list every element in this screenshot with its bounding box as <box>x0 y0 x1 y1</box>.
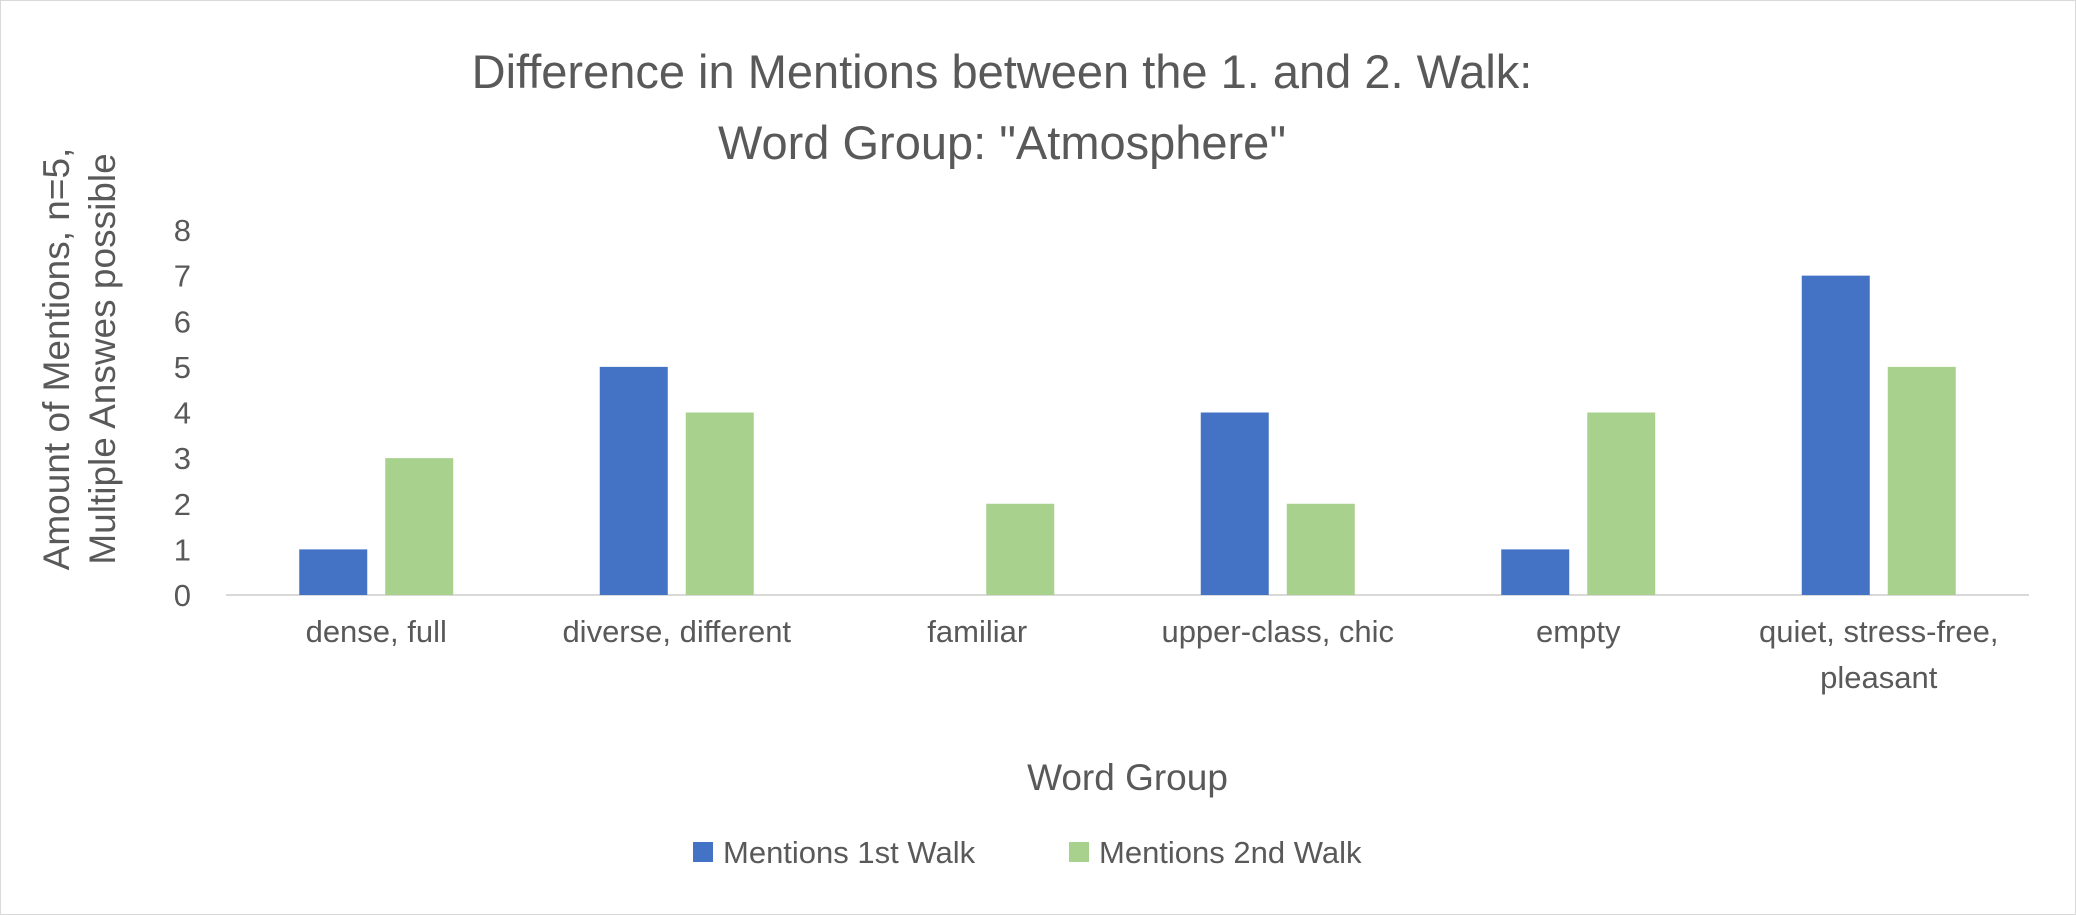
legend-label: Mentions 1st Walk <box>723 835 976 870</box>
y-tick-label: 6 <box>174 304 191 339</box>
x-category-label: quiet, stress-free, <box>1759 614 1998 649</box>
legend-label: Mentions 2nd Walk <box>1099 835 1362 870</box>
y-axis-title-line: Amount of Mentions, n=5, <box>36 148 77 571</box>
legend-swatch <box>1069 842 1089 862</box>
bar-series-2 <box>1887 366 1956 595</box>
x-category-label: dense, full <box>306 614 447 649</box>
x-axis-categories: dense, full diverse, different familiar upp… <box>306 614 1999 695</box>
bar-series-1 <box>1200 412 1269 595</box>
legend-swatch <box>693 842 713 862</box>
bar-series-1 <box>1501 549 1570 595</box>
y-tick-label: 1 <box>174 532 191 567</box>
bar-series-1 <box>299 549 368 595</box>
y-tick-label: 2 <box>174 487 191 522</box>
y-tick-label: 3 <box>174 441 191 476</box>
x-category-label: upper-class, chic <box>1161 614 1394 649</box>
bar-series-1 <box>599 366 668 595</box>
x-category-label: familiar <box>927 614 1027 649</box>
bar-series-2 <box>385 458 454 595</box>
bar-series-2 <box>685 412 754 595</box>
legend: Mentions 1st Walk Mentions 2nd Walk <box>693 835 1362 870</box>
bar-series-2 <box>1587 412 1656 595</box>
y-tick-label: 5 <box>174 350 191 385</box>
chart-title-line: Difference in Mentions between the 1. an… <box>472 45 1533 98</box>
chart-title: Difference in Mentions between the 1. an… <box>472 45 1533 169</box>
y-tick-label: 8 <box>174 213 191 248</box>
y-axis-ticks: 0 1 2 3 4 5 6 7 8 <box>174 213 191 613</box>
chart-title-line: Word Group: "Atmosphere" <box>718 116 1286 169</box>
bar-series-2 <box>1286 503 1355 595</box>
y-tick-label: 0 <box>174 578 191 613</box>
x-category-label: pleasant <box>1820 660 1938 695</box>
bar-series-2 <box>986 503 1055 595</box>
x-category-label: empty <box>1536 614 1621 649</box>
x-category-label: diverse, different <box>562 614 791 649</box>
y-axis-title-line: Multiple Answes possible <box>82 153 123 564</box>
y-tick-label: 7 <box>174 259 191 294</box>
y-tick-label: 4 <box>174 396 191 431</box>
bar-series-1 <box>1801 275 1870 595</box>
y-axis-title: Amount of Mentions, n=5, Multiple Answes … <box>36 148 123 571</box>
bars <box>299 275 1956 595</box>
x-axis-title: Word Group <box>1027 757 1228 798</box>
